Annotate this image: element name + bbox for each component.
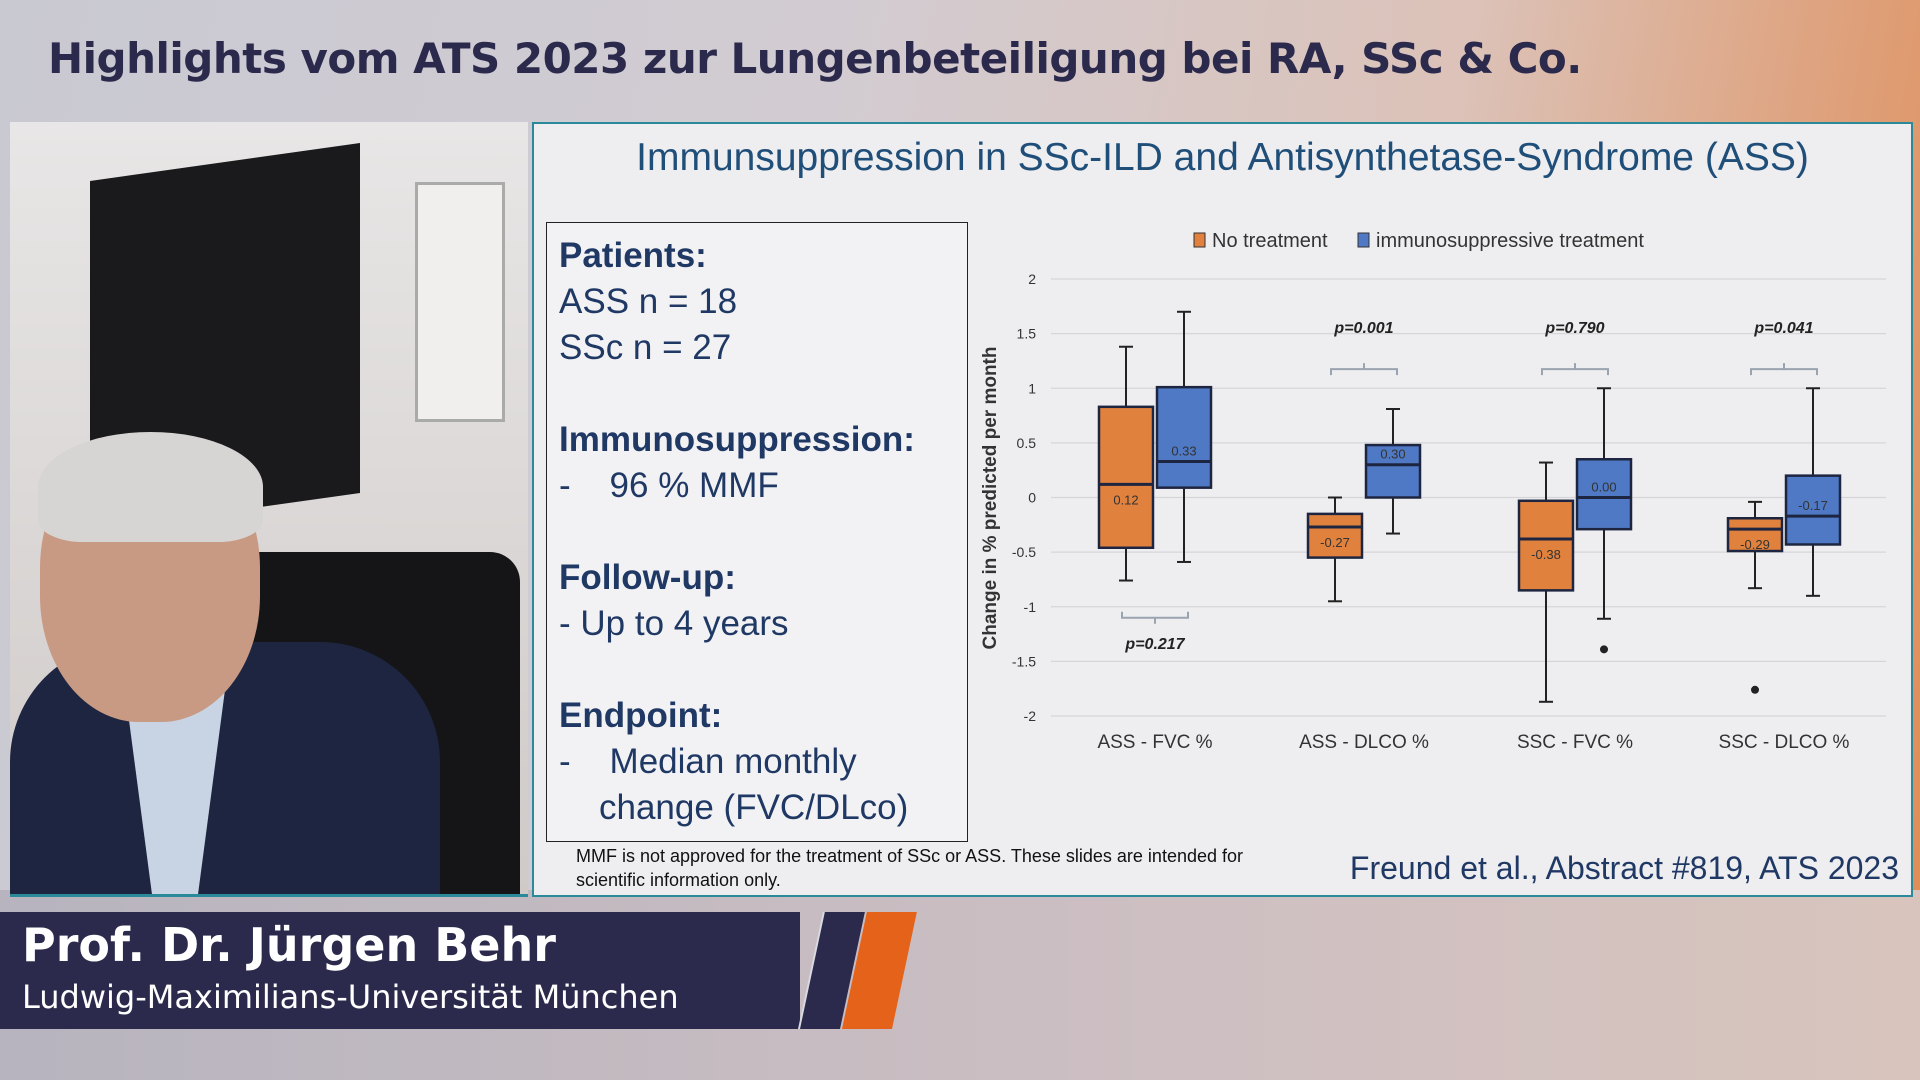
broadcast-title: Highlights vom ATS 2023 zur Lungenbeteil… xyxy=(48,34,1582,83)
p-value-label: p=0.041 xyxy=(1753,320,1813,337)
median-label: 0.33 xyxy=(1171,443,1196,458)
immunosuppression-heading: Immunosuppression: xyxy=(559,420,915,459)
followup-value: - Up to 4 years xyxy=(559,604,789,643)
legend-swatch-no-treatment xyxy=(1193,232,1206,248)
citation: Freund et al., Abstract #819, ATS 2023 xyxy=(1349,850,1899,886)
x-tick-label: ASS - FVC % xyxy=(1097,732,1212,753)
p-value-bracket xyxy=(1330,363,1398,376)
box xyxy=(1517,499,1575,592)
p-value-bracket xyxy=(1121,611,1189,624)
patients-heading: Patients: xyxy=(559,236,707,275)
slide-title: Immunsuppression in SSc-ILD and Antisynt… xyxy=(636,136,1809,179)
followup-heading: Follow-up: xyxy=(559,558,736,597)
y-tick-label: 0 xyxy=(1028,490,1036,506)
y-tick-label: 1 xyxy=(1028,380,1036,396)
lower-third-bar xyxy=(0,912,800,1029)
median-label: 0.00 xyxy=(1591,480,1616,495)
median-label: 0.12 xyxy=(1113,492,1138,507)
y-tick-label: 2 xyxy=(1028,271,1036,287)
box xyxy=(1575,458,1633,531)
p-value-bracket xyxy=(1541,363,1609,376)
p-value-label: p=0.790 xyxy=(1544,320,1604,337)
endpoint-line-2: change (FVC/DLco) xyxy=(599,788,909,827)
legend-swatch-immuno xyxy=(1357,232,1370,248)
outlier-point xyxy=(1751,685,1759,694)
legend-label-no-treatment: No treatment xyxy=(1212,230,1328,252)
boxplot-chart: 2 1.5 1 0.5 0 -0.5 -1 -1.5 -2 Change in % predict… xyxy=(970,220,1910,765)
y-tick-label: 0.5 xyxy=(1017,435,1037,451)
y-tick-label: -2 xyxy=(1024,708,1037,724)
p-value-bracket xyxy=(1750,363,1818,376)
wall-frame xyxy=(415,182,505,422)
box xyxy=(1364,443,1422,499)
endpoint-heading: Endpoint: xyxy=(559,696,723,735)
endpoint-line-1: - Median monthly xyxy=(559,742,857,781)
box xyxy=(1155,385,1213,489)
legend-label-immuno: immunosuppressive treatment xyxy=(1376,230,1644,252)
y-axis-label: Change in % predicted per month xyxy=(980,347,1001,650)
median-label: -0.38 xyxy=(1531,547,1561,562)
median-label: -0.27 xyxy=(1320,535,1350,550)
median-label: -0.29 xyxy=(1740,537,1770,552)
speaker-affiliation: Ludwig-Maximilians-Universität München xyxy=(22,978,679,1016)
box xyxy=(1097,405,1155,550)
p-value-label: p=0.001 xyxy=(1333,320,1393,337)
y-tick-label: -0.5 xyxy=(1012,544,1036,560)
x-tick-label: ASS - DLCO % xyxy=(1299,732,1429,753)
x-tick-label: SSC - DLCO % xyxy=(1719,732,1850,753)
p-value-label: p=0.217 xyxy=(1124,636,1185,653)
median-label: -0.17 xyxy=(1798,498,1828,513)
disclaimer: MMF is not approved for the treatment of… xyxy=(576,846,1244,890)
patients-ass: ASS n = 18 xyxy=(559,282,738,321)
speaker-hair xyxy=(38,432,263,542)
patients-ssc: SSc n = 27 xyxy=(559,328,732,367)
speaker-name: Prof. Dr. Jürgen Behr xyxy=(22,918,556,972)
x-tick-label: SSC - FVC % xyxy=(1517,732,1633,753)
study-summary-box: Patients: ASS n = 18 SSc n = 27 Immunosu… xyxy=(546,222,968,842)
immunosuppression-value: - 96 % MMF xyxy=(559,466,779,505)
y-tick-label: -1.5 xyxy=(1012,653,1036,669)
median-label: 0.30 xyxy=(1380,447,1405,462)
box xyxy=(1306,512,1364,559)
box xyxy=(1784,474,1842,546)
y-tick-label: 1.5 xyxy=(1017,326,1037,342)
outlier-point xyxy=(1600,645,1608,654)
box xyxy=(1726,517,1784,553)
speaker-video xyxy=(10,122,528,897)
y-tick-label: -1 xyxy=(1024,599,1037,615)
